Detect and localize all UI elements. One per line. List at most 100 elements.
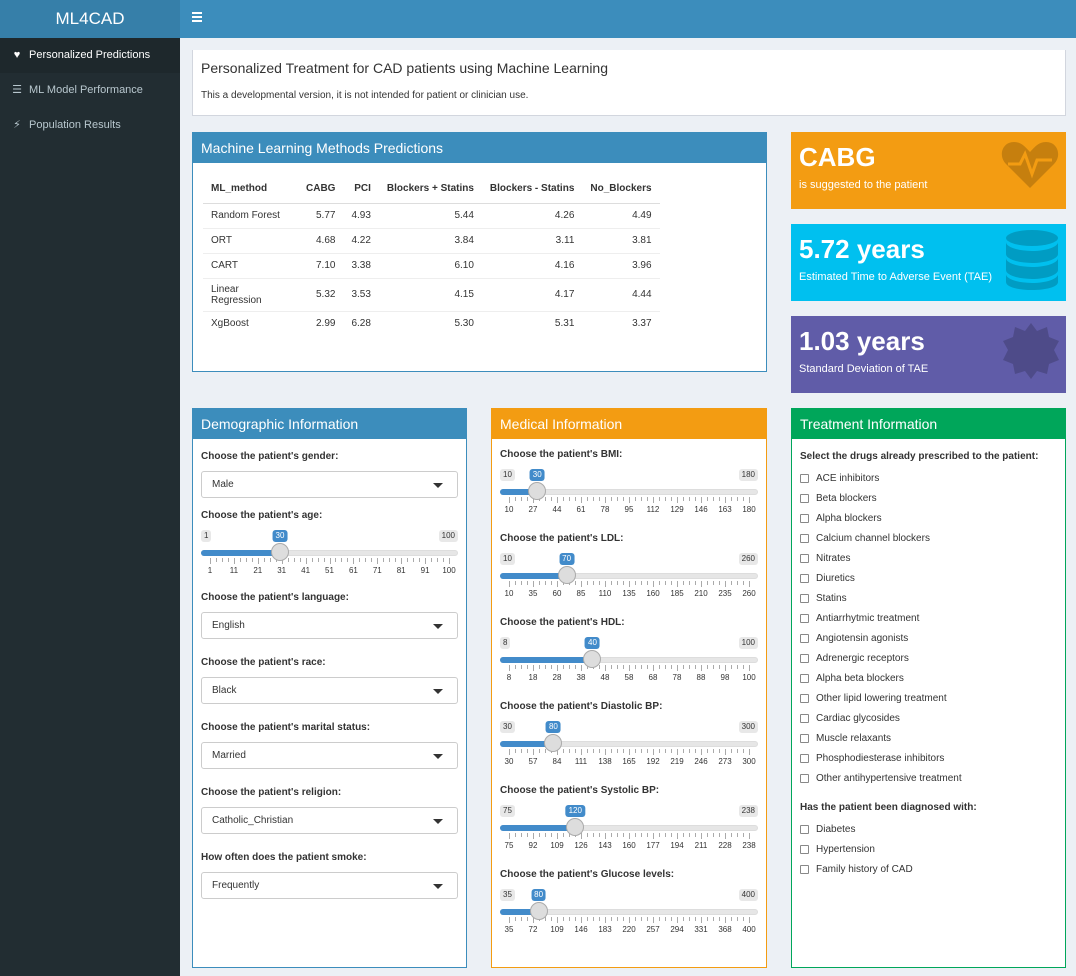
slider-handle[interactable] (529, 902, 548, 920)
sidebar-item-ml-model-performance[interactable]: ☰ ML Model Performance (0, 73, 180, 108)
systolic-slider[interactable]: 75 238 120 75 92 109 126 143 160 177 194 211 228 238 (500, 803, 758, 859)
checkbox[interactable] (800, 733, 809, 743)
checkbox-option[interactable]: Muscle relaxants (800, 728, 1065, 748)
checkbox[interactable] (800, 653, 809, 663)
slider-tick-label: 10 (504, 589, 514, 598)
checkbox-option[interactable]: Angiotensin agonists (800, 628, 1065, 648)
checkbox[interactable] (800, 773, 809, 783)
checkbox-option[interactable]: Beta blockers (800, 488, 1065, 508)
checkbox[interactable] (800, 613, 809, 623)
checkbox-option[interactable]: Other antihypertensive treatment (800, 768, 1065, 788)
marital-select[interactable]: Married (201, 742, 458, 769)
ldl-slider[interactable]: 10 260 70 10 35 60 85 110 135 160 185 210 235 260 (500, 551, 758, 607)
checkbox-option[interactable]: Adrenergic receptors (800, 648, 1065, 668)
slider-min-label: 1 (201, 530, 212, 542)
checkbox-option[interactable]: Alpha beta blockers (800, 668, 1065, 688)
menu-toggle-icon[interactable] (192, 12, 202, 22)
slider-tick-label: 110 (598, 589, 612, 598)
glucose-slider[interactable]: 35 400 80 35 72 109 146 183 220 257 294 331 368 400 (500, 887, 758, 943)
value-cell: 5.31 (481, 310, 583, 336)
checkbox-option[interactable]: Diabetes (800, 819, 1065, 839)
checkbox[interactable] (800, 844, 809, 854)
slider-tick (635, 833, 636, 837)
slider-tick (605, 665, 606, 671)
checkbox-option[interactable]: Calcium channel blockers (800, 528, 1065, 548)
checkbox-option[interactable]: Hypertension (800, 839, 1065, 859)
checkbox-option[interactable]: Alpha blockers (800, 508, 1065, 528)
slider-tick (683, 833, 684, 837)
slider-tick (707, 665, 708, 669)
checkbox-option[interactable]: Family history of CAD (800, 859, 1065, 879)
checkbox-option[interactable]: Nitrates (800, 548, 1065, 568)
language-select[interactable]: English (201, 612, 458, 639)
slider-tick (599, 497, 600, 501)
slider-tick (443, 558, 445, 562)
slider-handle[interactable] (528, 482, 547, 500)
checkbox[interactable] (800, 493, 809, 503)
slider-tick (689, 581, 690, 585)
checkbox-option[interactable]: Other lipid lowering treatment (800, 688, 1065, 708)
slider-tick (725, 665, 726, 671)
checkbox[interactable] (800, 553, 809, 563)
slider-tick-label: 273 (718, 757, 732, 766)
slider-handle[interactable] (583, 650, 602, 668)
slider-handle[interactable] (557, 566, 576, 584)
diastolic-slider[interactable]: 30 300 80 30 57 84 111 138 165 192 219 246 273 300 (500, 719, 758, 775)
race-select[interactable]: Black (201, 677, 458, 704)
slider-tick (575, 749, 576, 753)
race-value: Black (212, 685, 237, 696)
value-cell: 5.30 (378, 310, 482, 336)
bmi-slider[interactable]: 10 180 30 10 27 44 61 78 95 112 129 146 163 180 (500, 467, 758, 523)
slider-tick (599, 833, 600, 837)
checkbox[interactable] (800, 473, 809, 483)
slider-tick (653, 917, 654, 923)
slider-tick-label: 35 (504, 925, 514, 934)
checkbox-option[interactable]: Antiarrhytmic treatment (800, 608, 1065, 628)
checkbox[interactable] (800, 513, 809, 523)
slider-tick (323, 558, 325, 562)
checkbox-option[interactable]: Statins (800, 588, 1065, 608)
slider-tick (569, 665, 570, 669)
checkbox-option[interactable]: Cardiac glycosides (800, 708, 1065, 728)
sidebar-item-personalized-predictions[interactable]: ♥ Personalized Predictions (0, 38, 180, 73)
gender-select[interactable]: Male (201, 471, 458, 498)
checkbox[interactable] (800, 573, 809, 583)
checkbox-option[interactable]: Diuretics (800, 568, 1065, 588)
slider-tick (641, 665, 642, 669)
slider-tick (353, 558, 355, 564)
age-slider[interactable]: 1 100 30 1 11 21 31 41 51 61 71 81 91 100 (201, 528, 458, 580)
checkbox[interactable] (800, 753, 809, 763)
slider-tick (707, 749, 708, 753)
checkbox-option[interactable]: ACE inhibitors (800, 468, 1065, 488)
slider-tick (719, 917, 720, 921)
slider-handle[interactable] (566, 818, 585, 836)
slider-tick (623, 497, 624, 501)
slider-handle[interactable] (544, 734, 563, 752)
checkbox-option[interactable]: Phosphodiesterase inhibitors (800, 748, 1065, 768)
smoke-select[interactable]: Frequently (201, 872, 458, 899)
slider-tick (665, 497, 666, 501)
checkbox[interactable] (800, 824, 809, 834)
checkbox-label: Alpha beta blockers (816, 672, 904, 684)
slider-tick-label: 95 (624, 505, 634, 514)
checkbox[interactable] (800, 864, 809, 874)
ml-predictions-title: Machine Learning Methods Predictions (193, 133, 766, 163)
checkbox[interactable] (800, 693, 809, 703)
slider-tick (533, 665, 534, 671)
slider-tick-label: 220 (622, 925, 636, 934)
slider-tick (419, 558, 421, 562)
slider-tick (533, 833, 534, 839)
sidebar-item-population-results[interactable]: ⚡ Population Results (0, 108, 180, 143)
app-logo[interactable]: ML4CAD (0, 0, 180, 38)
checkbox[interactable] (800, 633, 809, 643)
slider-tick (515, 497, 516, 501)
checkbox[interactable] (800, 593, 809, 603)
slider-handle[interactable] (271, 543, 289, 561)
slider-tick (599, 665, 600, 669)
checkbox[interactable] (800, 673, 809, 683)
checkbox[interactable] (800, 533, 809, 543)
hdl-slider[interactable]: 8 100 40 8 18 28 38 48 58 68 78 88 98 100 (500, 635, 758, 691)
checkbox[interactable] (800, 713, 809, 723)
religion-select[interactable]: Catholic_Christian (201, 807, 458, 834)
slider-tick (707, 497, 708, 501)
